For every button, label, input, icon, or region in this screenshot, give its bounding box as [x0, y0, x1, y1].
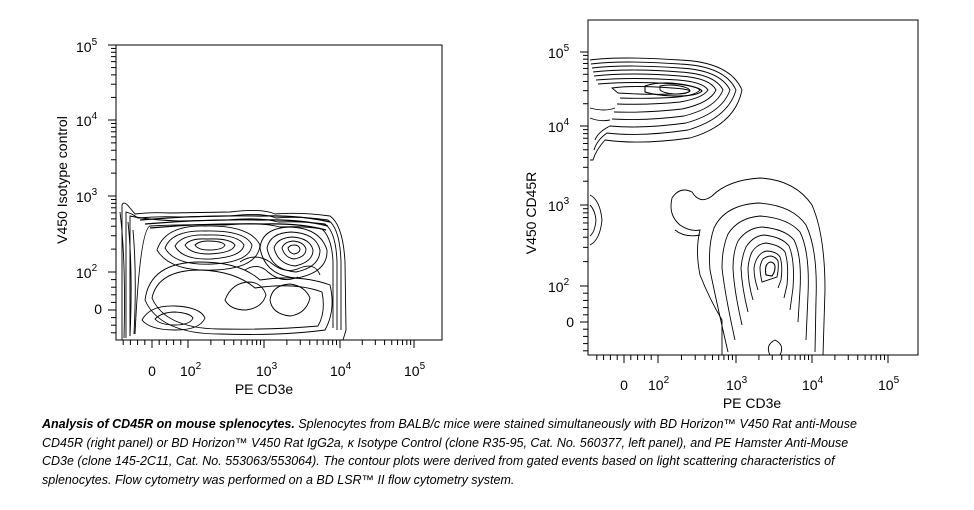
right-x-tick-label-5: 105 [878, 375, 900, 393]
left-x-tick-label-5: 105 [404, 361, 426, 379]
left-contours [119, 202, 347, 341]
right-y-tick-label-5: 105 [548, 43, 570, 61]
right-contours [589, 57, 826, 356]
left-y-tick-label-0: 0 [94, 301, 102, 317]
right-y-tick-label-2: 102 [548, 277, 570, 295]
right-x-tick-label-0: 0 [620, 377, 628, 393]
figure-caption: Analysis of CD45R on mouse splenocytes. … [42, 415, 862, 489]
right-x-tick-label-4: 104 [802, 375, 824, 393]
right-panel: 0 102 103 104 105 0 102 103 104 105 PE C… [523, 19, 919, 410]
right-x-tick-label-2: 102 [648, 375, 670, 393]
caption-body: Splenocytes from BALB/c mice were staine… [42, 417, 857, 487]
left-y-tick-label-4: 104 [76, 111, 98, 129]
right-plot-frame [587, 19, 919, 356]
right-y-ticks [580, 51, 588, 352]
left-plot-frame [115, 44, 443, 341]
left-x-tick-label-3: 103 [256, 361, 278, 379]
left-x-tick-label-4: 104 [330, 361, 352, 379]
left-y-tick-label-3: 103 [76, 187, 98, 205]
left-x-ticks [122, 340, 415, 348]
right-x-ticks [596, 355, 889, 363]
left-y-tick-label-5: 105 [76, 37, 98, 55]
right-y-axis-label: V450 CD45R [523, 172, 539, 255]
left-x-tick-label-0: 0 [148, 363, 156, 379]
figure: 0 102 103 104 105 0 102 103 104 105 PE C… [54, 19, 919, 410]
left-x-axis-label: PE CD3e [235, 381, 294, 397]
right-y-tick-label-0: 0 [566, 314, 574, 330]
left-y-ticks [108, 44, 116, 334]
right-y-tick-label-3: 103 [548, 196, 570, 214]
right-x-tick-label-3: 103 [726, 375, 748, 393]
left-y-axis-label: V450 Isotype control [54, 116, 70, 244]
caption-title: Analysis of CD45R on mouse splenocytes. [42, 417, 295, 431]
left-x-tick-label-2: 102 [180, 361, 202, 379]
left-y-tick-label-2: 102 [76, 263, 98, 281]
right-y-tick-label-4: 104 [548, 117, 570, 135]
left-panel: 0 102 103 104 105 0 102 103 104 105 PE C… [54, 37, 443, 397]
right-x-axis-label: PE CD3e [723, 395, 782, 410]
